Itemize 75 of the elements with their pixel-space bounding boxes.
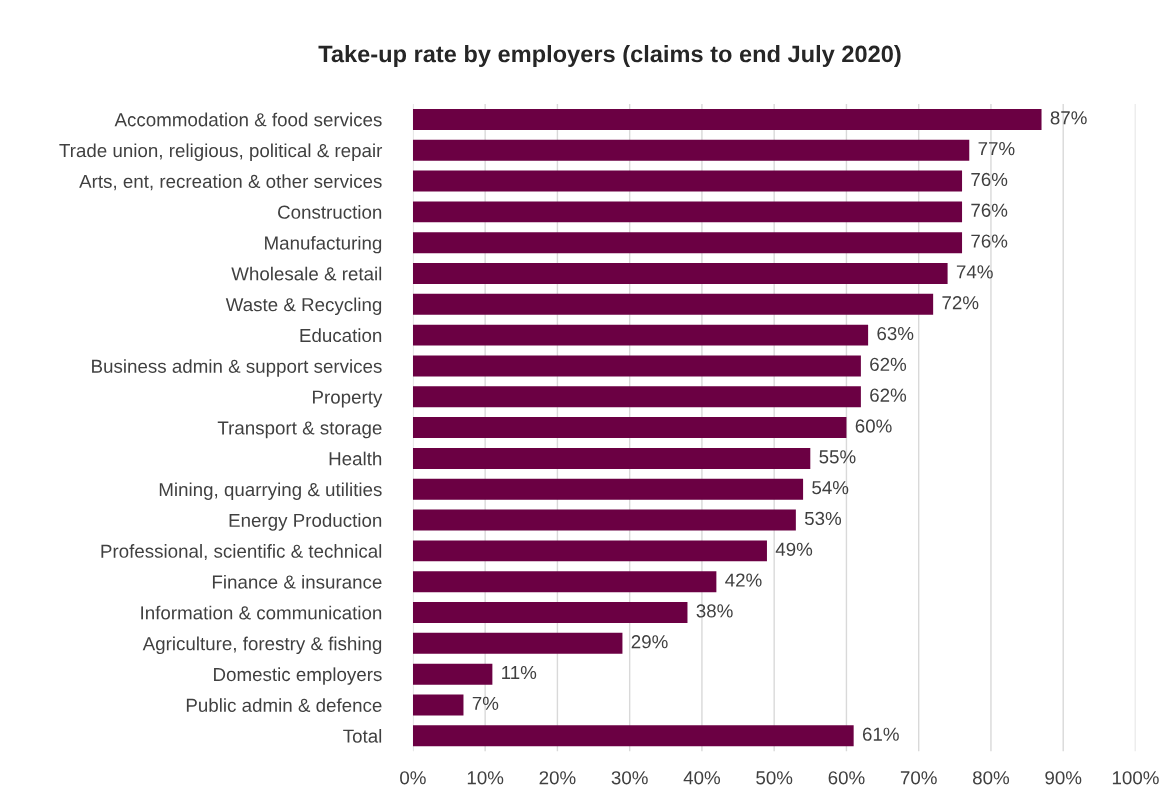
y-tick-label: Total bbox=[343, 729, 382, 743]
bar bbox=[412, 324, 869, 346]
data-label: 61% bbox=[862, 727, 899, 741]
bar bbox=[412, 139, 970, 161]
bar bbox=[412, 170, 963, 192]
data-label: 49% bbox=[775, 542, 813, 556]
x-tick-label: 30% bbox=[611, 771, 648, 785]
y-tick-label: Health bbox=[329, 451, 382, 466]
data-label: 74% bbox=[956, 265, 993, 279]
bar bbox=[412, 478, 804, 500]
y-tick-label: Public admin & defence bbox=[186, 698, 382, 712]
y-tick-label: Finance & insurance bbox=[212, 574, 382, 589]
y-tick-label: Agriculture, forestry & fishing bbox=[142, 636, 382, 655]
data-label: 87% bbox=[1050, 111, 1087, 125]
x-tick-label: 50% bbox=[756, 771, 793, 785]
data-label: 72% bbox=[942, 296, 979, 310]
data-label: 62% bbox=[870, 357, 907, 371]
bar bbox=[412, 263, 948, 284]
data-label: 38% bbox=[696, 604, 733, 618]
bar bbox=[412, 540, 767, 562]
bar bbox=[412, 571, 717, 593]
bar bbox=[412, 293, 934, 315]
data-label: 76% bbox=[971, 203, 1008, 217]
data-label: 76% bbox=[971, 234, 1008, 248]
data-label: 53% bbox=[804, 511, 842, 526]
bar bbox=[412, 232, 963, 254]
x-tick-label: 20% bbox=[539, 771, 576, 785]
bar bbox=[412, 201, 963, 223]
x-tick-label: 100% bbox=[1112, 771, 1159, 785]
data-label: 77% bbox=[978, 142, 1015, 156]
y-tick-label: Accommodation & food services bbox=[114, 112, 382, 127]
data-label: 11% bbox=[502, 665, 537, 680]
data-label: 7% bbox=[472, 696, 499, 710]
y-tick-label: Domestic employers bbox=[214, 667, 382, 685]
y-tick-label: Information & communication bbox=[141, 605, 382, 620]
bar bbox=[412, 663, 493, 685]
bar bbox=[412, 386, 861, 408]
y-tick-label: Business admin & support services bbox=[92, 359, 382, 377]
x-tick-label: 60% bbox=[828, 771, 865, 785]
bar bbox=[412, 447, 811, 469]
data-label: 76% bbox=[971, 172, 1008, 187]
data-label: 54% bbox=[812, 481, 849, 495]
y-tick-label: Mining, quarrying & utilities bbox=[159, 482, 382, 500]
x-tick-label: 90% bbox=[1045, 771, 1082, 785]
y-tick-label: Education bbox=[300, 328, 382, 343]
y-tick-label: Energy Production bbox=[229, 513, 382, 531]
x-tick-label: 80% bbox=[973, 771, 1010, 785]
x-tick-label: 70% bbox=[900, 771, 937, 785]
y-tick-label: Transport & storage bbox=[217, 421, 382, 439]
y-tick-label: Manufacturing bbox=[265, 235, 382, 254]
bar bbox=[412, 417, 847, 439]
data-label: 42% bbox=[725, 573, 762, 587]
bar bbox=[412, 694, 464, 716]
x-tick-label: 0% bbox=[400, 771, 426, 785]
y-tick-label: Waste & Recycling bbox=[225, 297, 382, 316]
data-label: 63% bbox=[877, 326, 914, 341]
data-label: 55% bbox=[819, 450, 856, 464]
bar bbox=[412, 509, 796, 531]
data-label: 29% bbox=[631, 635, 668, 649]
data-label: 62% bbox=[870, 388, 907, 402]
data-label: 60% bbox=[855, 419, 892, 433]
y-tick-label: Arts, ent, recreation & other services bbox=[79, 174, 382, 191]
bar bbox=[412, 725, 854, 747]
y-tick-label: Construction bbox=[278, 205, 382, 219]
y-tick-label: Wholesale & retail bbox=[231, 266, 382, 281]
bar bbox=[412, 355, 861, 377]
x-tick-label: 40% bbox=[683, 771, 721, 785]
y-tick-label: Professional, scientific & technical bbox=[101, 544, 382, 561]
bar bbox=[412, 108, 1042, 130]
y-tick-label: Trade union, religious, political & repair bbox=[59, 143, 383, 161]
chart-title: Take-up rate by employers (claims to end July 2020) bbox=[318, 45, 901, 67]
bar bbox=[412, 602, 688, 623]
y-tick-label: Property bbox=[313, 390, 383, 408]
bar bbox=[412, 632, 623, 654]
x-tick-label: 10% bbox=[467, 771, 504, 785]
